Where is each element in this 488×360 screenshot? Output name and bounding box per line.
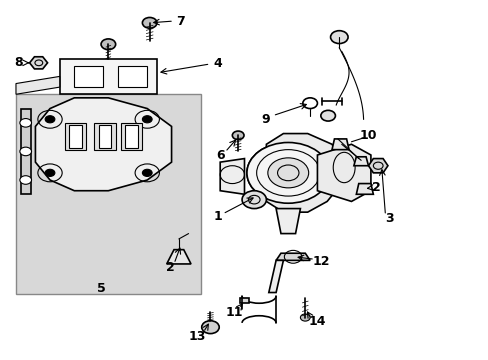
Text: 7: 7 bbox=[176, 14, 184, 27]
Text: 5: 5 bbox=[97, 283, 105, 296]
Polygon shape bbox=[276, 208, 300, 234]
Circle shape bbox=[142, 18, 157, 28]
Circle shape bbox=[283, 169, 292, 176]
Circle shape bbox=[242, 191, 266, 208]
Polygon shape bbox=[317, 144, 370, 202]
Bar bbox=[69, 125, 81, 148]
Circle shape bbox=[201, 321, 219, 334]
Circle shape bbox=[20, 147, 31, 156]
Polygon shape bbox=[21, 109, 30, 194]
Circle shape bbox=[300, 314, 309, 321]
Bar bbox=[118, 66, 147, 87]
Polygon shape bbox=[268, 260, 283, 293]
Circle shape bbox=[45, 169, 55, 176]
Polygon shape bbox=[239, 298, 249, 303]
Text: 3: 3 bbox=[384, 212, 393, 225]
Text: 2: 2 bbox=[372, 181, 380, 194]
Polygon shape bbox=[30, 57, 47, 69]
Polygon shape bbox=[266, 134, 341, 212]
Polygon shape bbox=[166, 249, 191, 264]
Text: 12: 12 bbox=[312, 255, 329, 268]
Circle shape bbox=[142, 169, 152, 176]
Text: 2: 2 bbox=[166, 261, 175, 274]
Polygon shape bbox=[276, 253, 309, 260]
Text: 14: 14 bbox=[308, 315, 325, 328]
Text: 10: 10 bbox=[359, 129, 376, 142]
Text: 11: 11 bbox=[225, 306, 243, 319]
Circle shape bbox=[267, 158, 308, 188]
Polygon shape bbox=[35, 98, 171, 191]
Circle shape bbox=[320, 111, 335, 121]
Polygon shape bbox=[353, 157, 368, 166]
Bar bbox=[99, 125, 111, 148]
Bar bbox=[94, 123, 116, 150]
Circle shape bbox=[246, 143, 329, 203]
Bar bbox=[60, 59, 157, 94]
Text: 4: 4 bbox=[213, 57, 222, 71]
Circle shape bbox=[330, 31, 347, 44]
Bar bbox=[125, 125, 137, 148]
Polygon shape bbox=[220, 158, 244, 194]
Circle shape bbox=[101, 39, 116, 50]
Circle shape bbox=[20, 118, 31, 127]
Polygon shape bbox=[368, 158, 387, 173]
Polygon shape bbox=[331, 139, 348, 150]
Circle shape bbox=[232, 131, 244, 140]
Bar bbox=[74, 66, 103, 87]
Bar bbox=[120, 123, 142, 150]
Text: 9: 9 bbox=[261, 113, 269, 126]
Polygon shape bbox=[16, 76, 60, 94]
Circle shape bbox=[302, 98, 317, 109]
Text: 1: 1 bbox=[213, 210, 222, 223]
Text: 13: 13 bbox=[188, 330, 205, 343]
Circle shape bbox=[20, 176, 31, 184]
Circle shape bbox=[142, 116, 152, 123]
Bar bbox=[64, 123, 86, 150]
Text: 8: 8 bbox=[14, 56, 22, 69]
Circle shape bbox=[246, 143, 329, 203]
Circle shape bbox=[45, 116, 55, 123]
Text: 6: 6 bbox=[215, 149, 224, 162]
Circle shape bbox=[267, 158, 308, 188]
Bar bbox=[16, 94, 201, 294]
Polygon shape bbox=[356, 184, 372, 194]
